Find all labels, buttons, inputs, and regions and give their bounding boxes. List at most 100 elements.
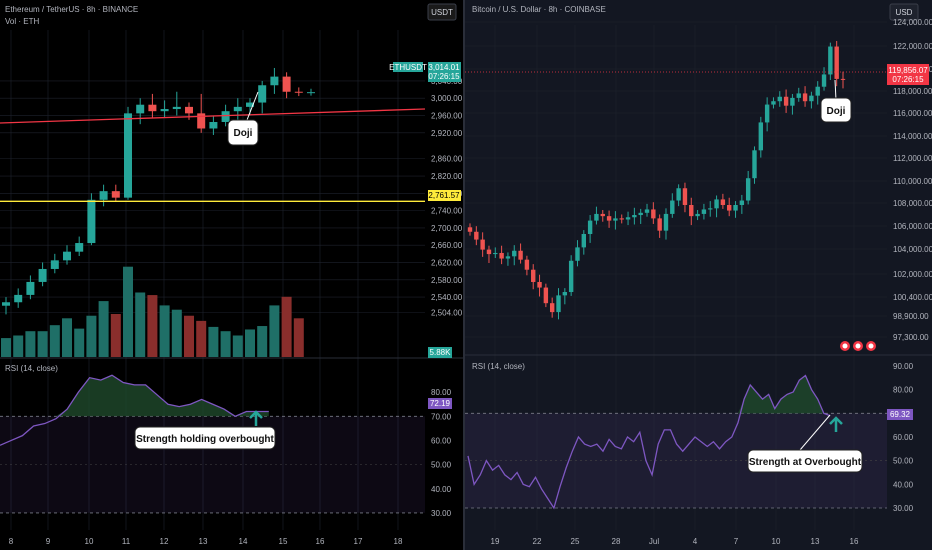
btc-date-tick: 22 bbox=[533, 537, 542, 546]
btc-price-tick: 108,000.00 bbox=[893, 199, 932, 208]
btc-price-tick: 116,000.00 bbox=[893, 109, 932, 118]
btc-candle bbox=[613, 211, 618, 230]
btc-candle bbox=[594, 206, 599, 225]
eth-rsi-tick: 60.00 bbox=[431, 436, 452, 445]
btc-candle-body bbox=[474, 231, 479, 240]
btc-price-tick: 97,300.00 bbox=[893, 333, 929, 342]
btc-candle bbox=[796, 87, 801, 102]
btc-rsi-callout[interactable]: Strength at Overbought bbox=[747, 414, 863, 473]
btc-candle-body bbox=[777, 96, 782, 102]
event-icon bbox=[840, 341, 850, 351]
btc-doji-text: Doji bbox=[827, 106, 846, 117]
btc-candle-body bbox=[758, 122, 764, 151]
btc-price-tick: 118,000.00 bbox=[893, 87, 932, 96]
eth-rsi-callout[interactable]: Strength holding overbought bbox=[134, 410, 276, 450]
eth-candle bbox=[258, 80, 267, 114]
eth-title: Ethereum / TetherUS · 8h · BINANCE bbox=[5, 5, 138, 14]
eth-candle-body bbox=[136, 104, 145, 114]
btc-candle-body bbox=[505, 256, 511, 259]
btc-event-icons[interactable] bbox=[840, 341, 876, 351]
btc-candle bbox=[834, 40, 839, 87]
eth-rsi-tick: 30.00 bbox=[431, 509, 452, 518]
eth-red-trendline[interactable] bbox=[0, 108, 426, 124]
eth-candle bbox=[50, 253, 59, 274]
eth-date-tick: 16 bbox=[316, 537, 325, 546]
eth-yellow-level-value: 2,761.57 bbox=[428, 191, 460, 200]
btc-candle-body bbox=[834, 46, 839, 79]
btc-candle-body bbox=[733, 204, 738, 211]
eth-candle-body bbox=[246, 102, 254, 107]
btc-candle-body bbox=[689, 204, 694, 217]
btc-candle-body bbox=[518, 250, 523, 260]
btc-candle-body bbox=[840, 78, 846, 80]
btc-currency-button[interactable]: USD bbox=[889, 3, 919, 21]
eth-date-tick: 10 bbox=[85, 537, 94, 546]
eth-candles bbox=[2, 67, 315, 315]
eth-candle-body bbox=[282, 76, 291, 92]
btc-candle bbox=[568, 255, 574, 296]
eth-volume-bar bbox=[220, 331, 231, 357]
btc-candles bbox=[467, 40, 846, 320]
eth-price-tick: 2,580.00 bbox=[431, 276, 463, 285]
btc-candle bbox=[802, 86, 808, 107]
eth-candle bbox=[233, 98, 242, 122]
eth-time-axis[interactable]: 8 9 10 11 12 13 14 15 16 17 18 bbox=[9, 537, 403, 546]
eth-candle-body bbox=[50, 260, 59, 269]
btc-candle-body bbox=[549, 303, 555, 313]
btc-candle bbox=[682, 182, 688, 213]
btc-candle bbox=[575, 240, 580, 267]
btc-grid bbox=[465, 21, 887, 530]
btc-candle-body bbox=[771, 101, 776, 105]
btc-candle-body bbox=[587, 220, 593, 234]
btc-candle bbox=[752, 146, 757, 184]
eth-candle bbox=[75, 236, 84, 256]
eth-volume-bar bbox=[171, 309, 182, 357]
eth-candle-body bbox=[209, 122, 218, 129]
btc-candle bbox=[562, 288, 568, 305]
eth-candle-body bbox=[197, 113, 206, 129]
btc-candle bbox=[524, 255, 530, 276]
btc-candle bbox=[689, 197, 694, 226]
btc-candle bbox=[505, 252, 511, 266]
eth-date-tick: 8 bbox=[9, 537, 14, 546]
btc-candle bbox=[625, 211, 631, 226]
eth-volume-bar bbox=[1, 338, 11, 357]
eth-price-tick: 3,000.00 bbox=[431, 94, 463, 103]
btc-doji-callout[interactable]: Doji bbox=[820, 79, 852, 123]
btc-candle-body bbox=[727, 204, 732, 211]
btc-candle bbox=[651, 202, 656, 224]
btc-candle-body bbox=[764, 104, 770, 123]
btc-candle bbox=[587, 215, 593, 243]
eth-candle bbox=[87, 193, 96, 246]
eth-candle-body bbox=[99, 191, 108, 200]
eth-price-tick: 2,960.00 bbox=[431, 112, 463, 121]
btc-price-axis[interactable]: 124,000.00122,000.00120,000.00118,000.00… bbox=[893, 18, 932, 342]
eth-currency-button[interactable]: USDT bbox=[427, 3, 457, 21]
eth-currency-label: USDT bbox=[431, 8, 453, 17]
btc-candle bbox=[777, 91, 782, 107]
btc-candle bbox=[821, 67, 827, 91]
btc-last-price: 119,856.07 bbox=[888, 66, 928, 75]
btc-candle bbox=[619, 214, 624, 224]
btc-candle bbox=[663, 208, 669, 240]
eth-price-tick: 2,540.00 bbox=[431, 293, 463, 302]
eth-candle bbox=[63, 245, 71, 265]
btc-candle-body bbox=[828, 46, 833, 75]
eth-candle-body bbox=[270, 76, 279, 86]
eth-volume-bar bbox=[159, 305, 170, 357]
eth-volume-bar bbox=[25, 331, 36, 357]
btc-candle bbox=[727, 197, 732, 217]
btc-price-tick: 106,000.00 bbox=[893, 222, 932, 231]
btc-candle-body bbox=[480, 239, 485, 250]
eth-doji-callout[interactable]: Doji bbox=[227, 91, 259, 146]
up-arrow-icon bbox=[249, 410, 263, 426]
eth-volume-bars bbox=[1, 266, 304, 357]
btc-rsi-tick: 30.00 bbox=[893, 504, 914, 513]
eth-rsi-tick: 70.00 bbox=[431, 412, 452, 421]
eth-price-tick: 2,504.00 bbox=[431, 309, 463, 318]
eth-price-tick: 2,920.00 bbox=[431, 129, 463, 138]
btc-time-axis[interactable]: 19 22 25 28 Jul 4 7 10 13 16 bbox=[491, 537, 859, 546]
eth-volume-bar bbox=[147, 295, 158, 357]
btc-candle-body bbox=[543, 287, 549, 304]
